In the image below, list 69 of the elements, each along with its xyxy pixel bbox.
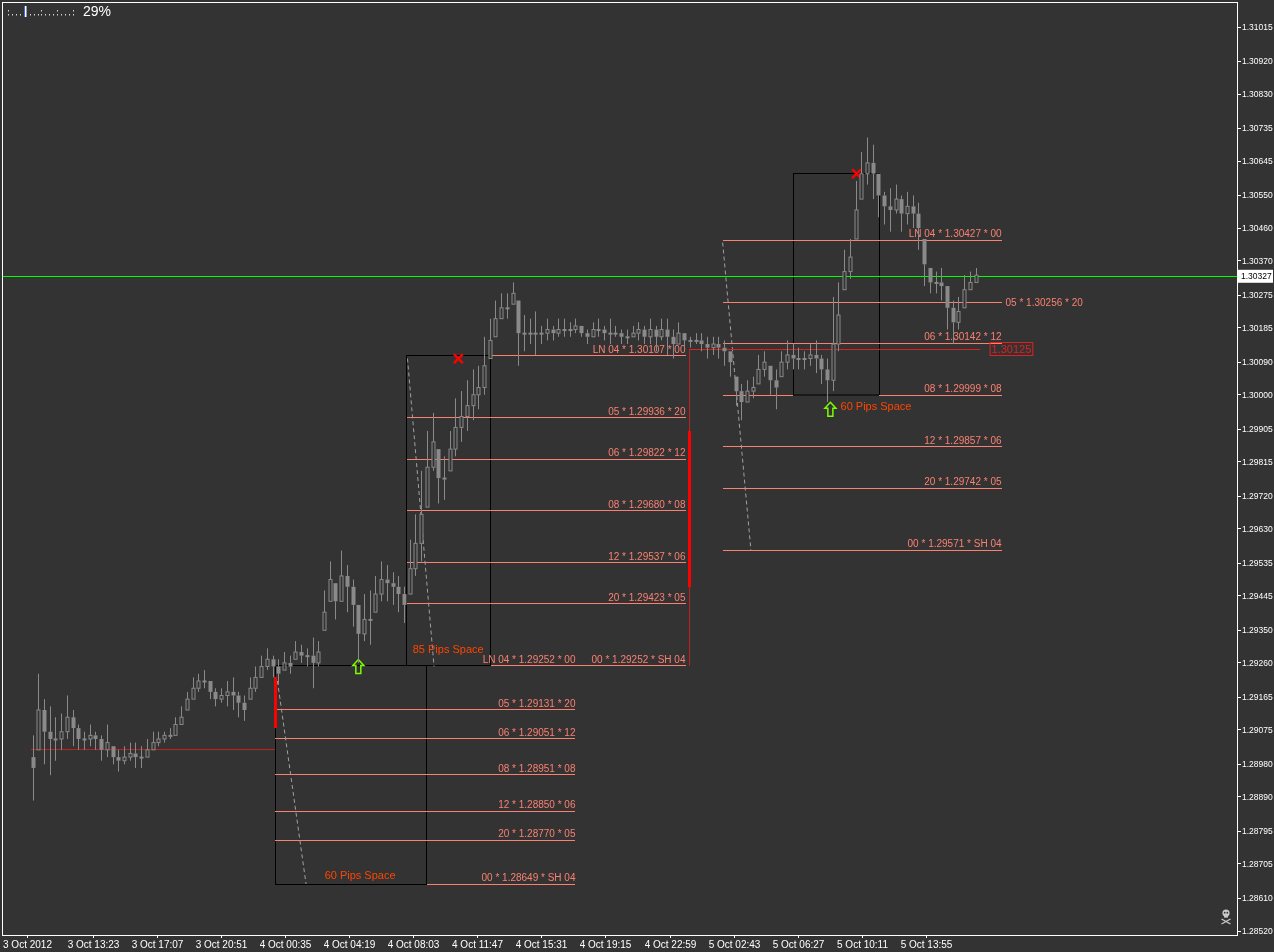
y-tick-label: 1.28705: [1242, 858, 1273, 869]
y-tick-label: 1.29260: [1242, 657, 1273, 668]
x-tick-label: 4 Oct 04:19: [323, 939, 376, 950]
series-label: 12 * 1.28850 * 06: [498, 799, 576, 811]
x-tick-label: 4 Oct 22:59: [644, 939, 697, 950]
y-tick-label: 1.30735: [1242, 123, 1273, 134]
y-tick-label: 1.28890: [1242, 791, 1273, 802]
y-tick-label: 1.30460: [1242, 223, 1273, 234]
y-tick-label: 1.29350: [1242, 625, 1273, 636]
y-tick-label: 1.29165: [1242, 692, 1273, 703]
y-tick-label: 1.28795: [1242, 826, 1273, 837]
series-label: 06 * 1.29822 * 12: [608, 447, 686, 459]
y-tick-label: 1.30645: [1242, 156, 1273, 167]
y-tick-label: 1.30185: [1242, 322, 1273, 333]
series-label: 00 * 1.29571 * SH 04: [907, 538, 1002, 550]
annotation: 60 Pips Space: [840, 400, 912, 412]
series-label: 05 * 1.29131 * 20: [498, 697, 576, 709]
y-tick-label: 1.29905: [1242, 424, 1273, 435]
x-tick-label: 3 Oct 2012: [3, 939, 53, 950]
y-tick-label: 1.29815: [1242, 456, 1273, 467]
series-label: 08 * 1.29999 * 08: [924, 383, 1002, 395]
y-tick-label: 1.30550: [1242, 190, 1273, 201]
y-tick-label: 1.28610: [1242, 893, 1273, 904]
y-tick-label: 1.28980: [1242, 759, 1273, 770]
series-label: 06 * 1.29051 * 12: [498, 726, 576, 738]
annotation: 85 Pips Space: [412, 643, 484, 655]
y-tick-label: 1.30370: [1242, 255, 1273, 266]
series-label: 08 * 1.28951 * 08: [498, 762, 576, 774]
x-tick-label: 3 Oct 13:23: [67, 939, 120, 950]
series-label: 05 * 1.29936 * 20: [608, 405, 686, 417]
ref-line-label: 1.30327: [1241, 271, 1272, 282]
y-tick-label: 1.29075: [1242, 724, 1273, 735]
y-tick-label: 1.28520: [1242, 926, 1273, 937]
series-label: 08 * 1.29680 * 08: [608, 498, 686, 510]
y-tick-label: 1.31015: [1242, 22, 1273, 32]
y-tick-label: 1.30275: [1242, 290, 1273, 301]
y-tick-label: 1.29445: [1242, 590, 1273, 601]
series-label: 06 * 1.30142 * 12: [924, 331, 1002, 343]
series-label: 20 * 1.28770 * 05: [498, 828, 576, 840]
y-tick-label: 1.30830: [1242, 89, 1273, 100]
x-tick-label: 4 Oct 19:15: [579, 939, 632, 950]
series-label: 20 * 1.29423 * 05: [608, 591, 686, 603]
series-label: 1.30125: [991, 343, 1032, 356]
y-tick-label: 1.30920: [1242, 56, 1273, 67]
series-label: 00 * 1.28649 * SH 04: [481, 872, 576, 884]
x-tick-label: 3 Oct 20:51: [195, 939, 248, 950]
y-tick-label: 1.30000: [1242, 389, 1273, 400]
series-label: 12 * 1.29537 * 06: [608, 550, 686, 562]
series-label: 05 * 1.30256 * 20: [1005, 296, 1084, 308]
x-tick-label: 4 Oct 15:31: [515, 939, 568, 950]
series-label: 20 * 1.29742 * 05: [924, 476, 1002, 488]
y-tick-label: 1.29630: [1242, 523, 1273, 534]
y-tick-label: 1.29535: [1242, 558, 1273, 569]
x-tick-label: 5 Oct 13:55: [900, 939, 953, 950]
series-label: 12 * 1.29857 * 06: [924, 434, 1002, 446]
x-tick-label: 4 Oct 11:47: [452, 939, 504, 950]
y-tick-label: 1.30090: [1242, 357, 1273, 368]
y-tick-label: 1.29720: [1242, 491, 1273, 502]
annotation: 60 Pips Space: [324, 869, 396, 881]
x-tick-label: 5 Oct 06:27: [772, 939, 825, 950]
series-label: LN 04 * 1.30107 * 00: [592, 344, 686, 355]
x-tick-label: 4 Oct 00:35: [259, 939, 312, 950]
series-label: 00 * 1.29252 * SH 04: [591, 653, 686, 665]
x-tick-label: 5 Oct 10:11: [837, 939, 889, 950]
x-tick-label: 5 Oct 02:43: [708, 939, 761, 950]
annotation: 29%: [83, 3, 112, 19]
x-tick-label: 3 Oct 17:07: [131, 939, 184, 950]
x-tick-label: 4 Oct 08:03: [387, 939, 440, 950]
annotation: LN 04 * 1.29252 * 00: [482, 653, 576, 665]
